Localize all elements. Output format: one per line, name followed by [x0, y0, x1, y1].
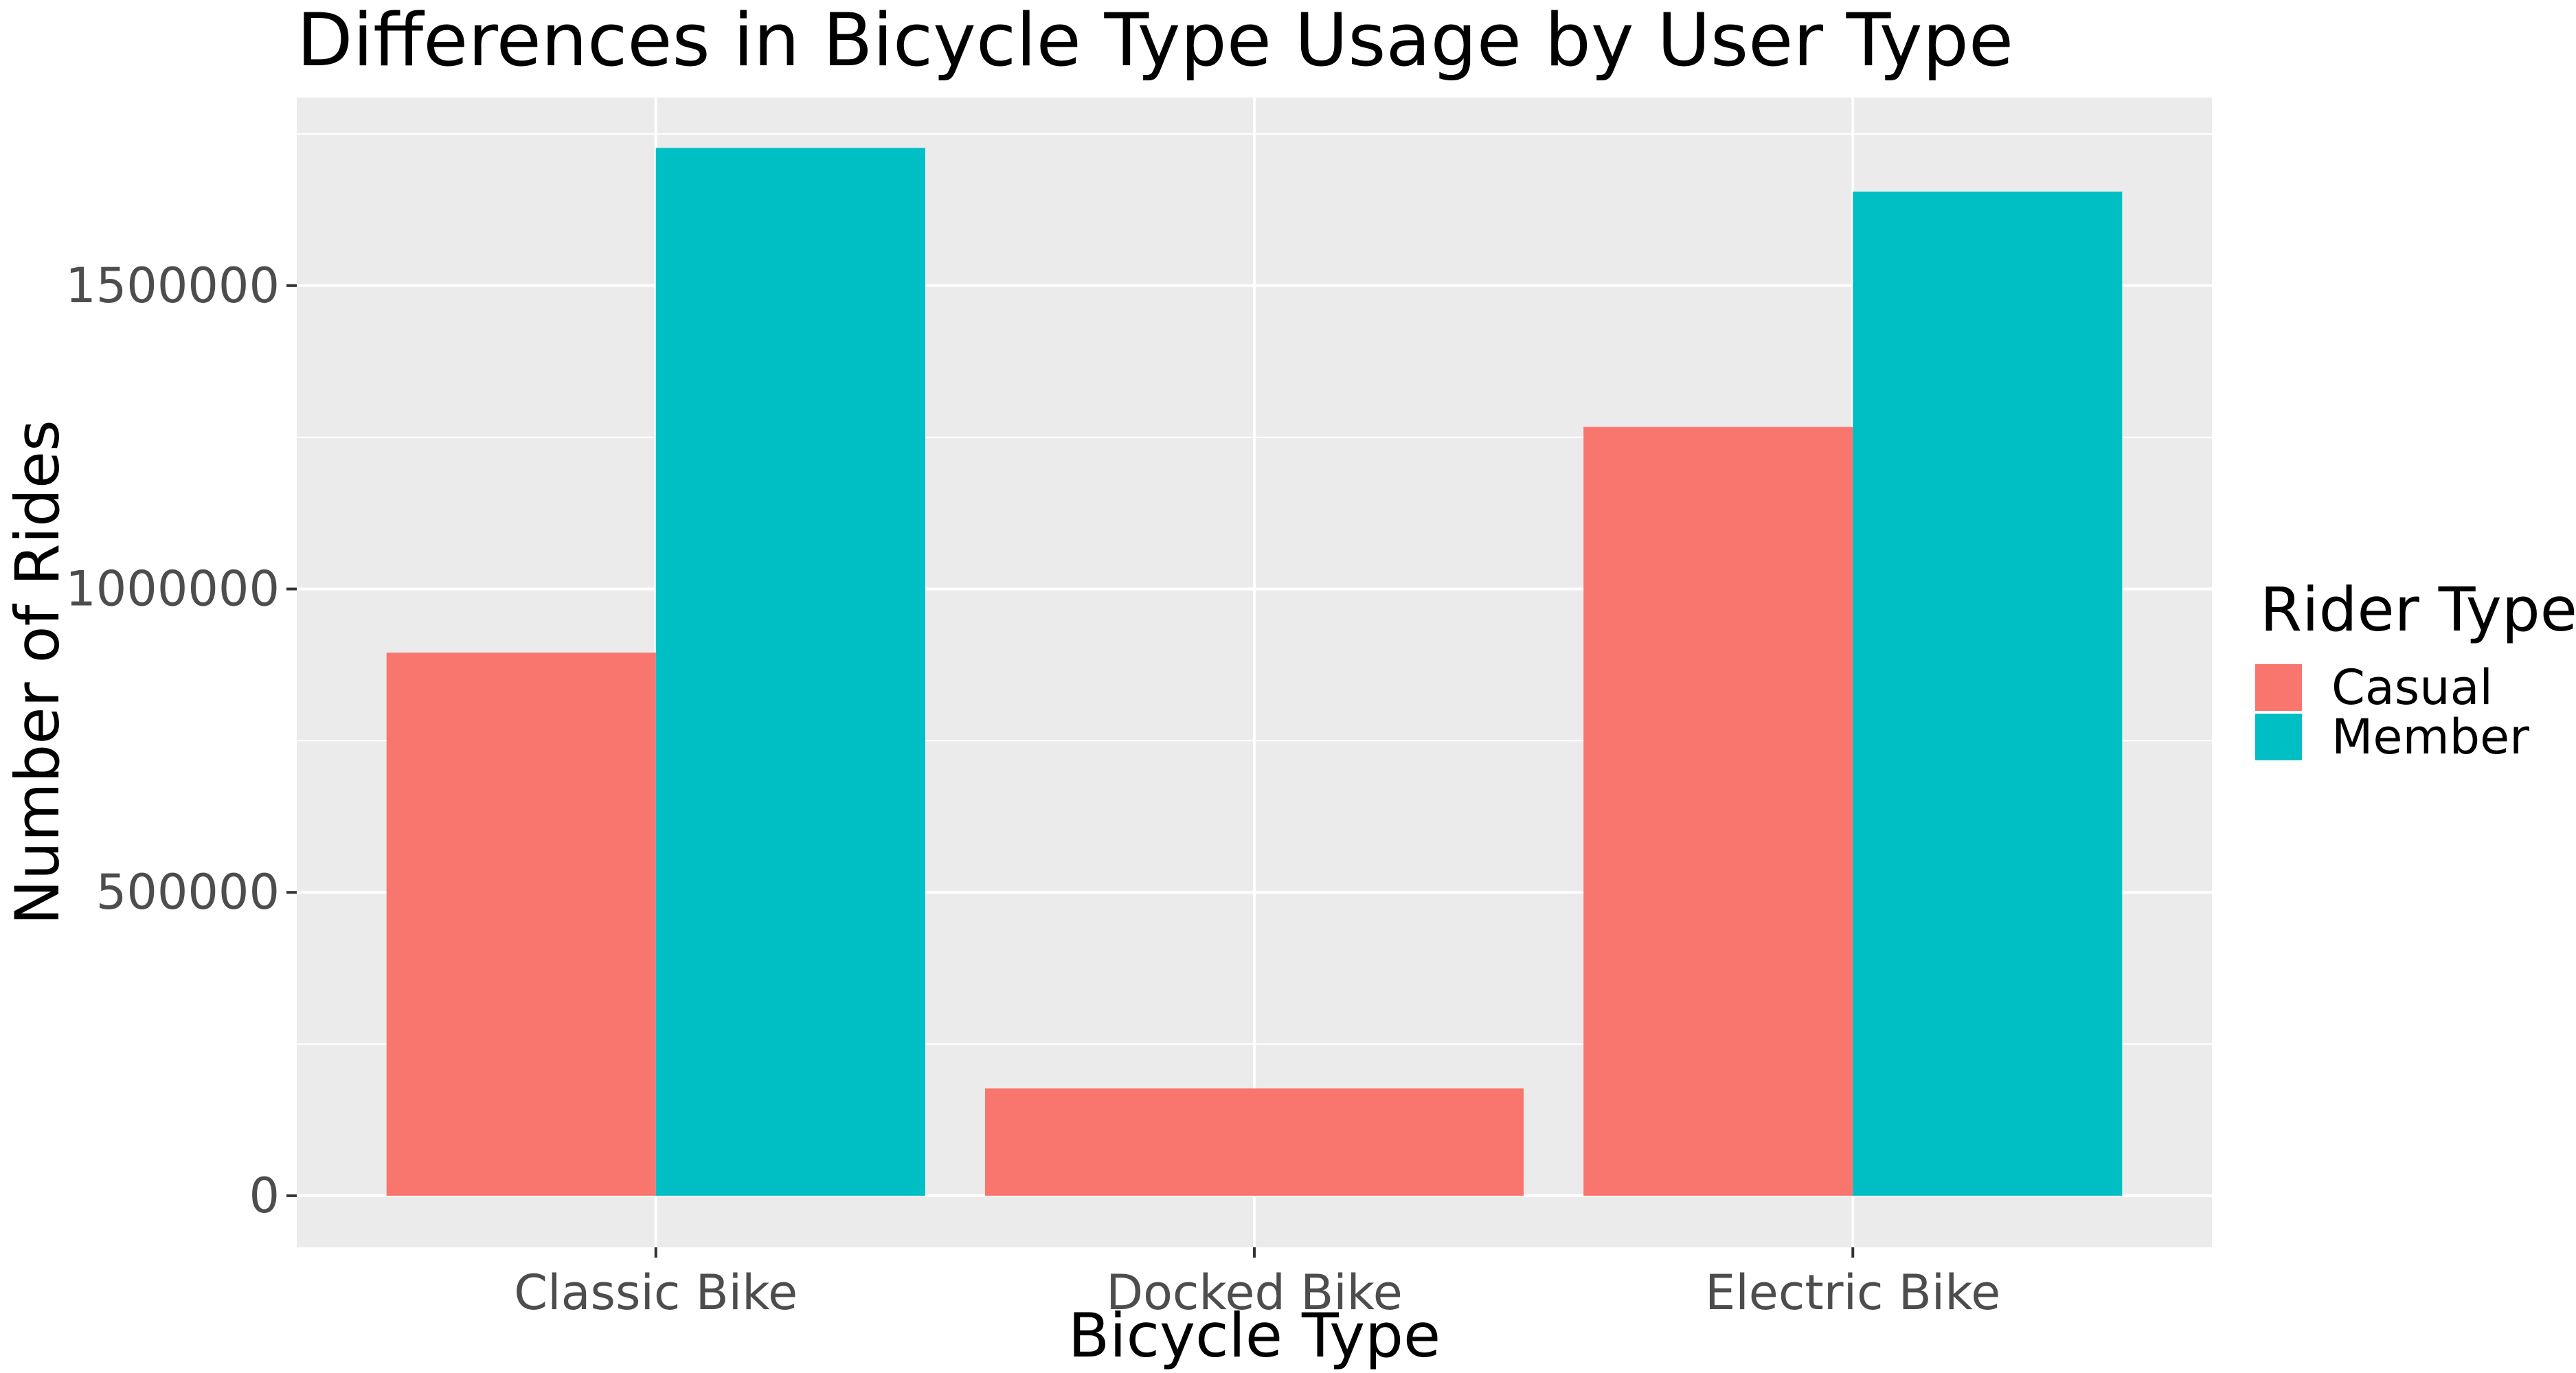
bar-classic-bike-casual — [386, 653, 656, 1196]
chart-title: Differences in Bicycle Type Usage by Use… — [297, 0, 2013, 82]
legend-label-member: Member — [2331, 709, 2529, 765]
x-tick-label: Docked Bike — [1106, 1264, 1403, 1321]
bar-electric-bike-casual — [1583, 427, 1853, 1196]
y-tick-label: 1000000 — [65, 561, 280, 617]
bar-classic-bike-member — [655, 148, 925, 1196]
x-tick-label: Electric Bike — [1705, 1264, 2000, 1321]
bar-electric-bike-member — [1853, 191, 2123, 1196]
y-tick-label: 500000 — [96, 864, 280, 920]
y-tick-label: 1500000 — [65, 258, 280, 314]
bars — [386, 148, 2123, 1196]
legend-key-member — [2255, 714, 2302, 760]
y-axis: 0 500000 1000000 1500000 — [65, 258, 297, 1224]
legend-label-casual: Casual — [2331, 659, 2493, 716]
legend-key-casual — [2255, 664, 2302, 711]
legend-title: Rider Type — [2260, 574, 2576, 645]
x-axis: Classic Bike Docked Bike Electric Bike — [514, 1247, 2000, 1321]
bar-docked-bike-casual — [984, 1088, 1524, 1196]
y-tick-label: 0 — [249, 1168, 280, 1224]
x-axis-title: Bicycle Type — [1068, 1300, 1440, 1371]
x-tick-label: Classic Bike — [514, 1264, 798, 1321]
y-axis-title: Number of Rides — [2, 420, 73, 925]
